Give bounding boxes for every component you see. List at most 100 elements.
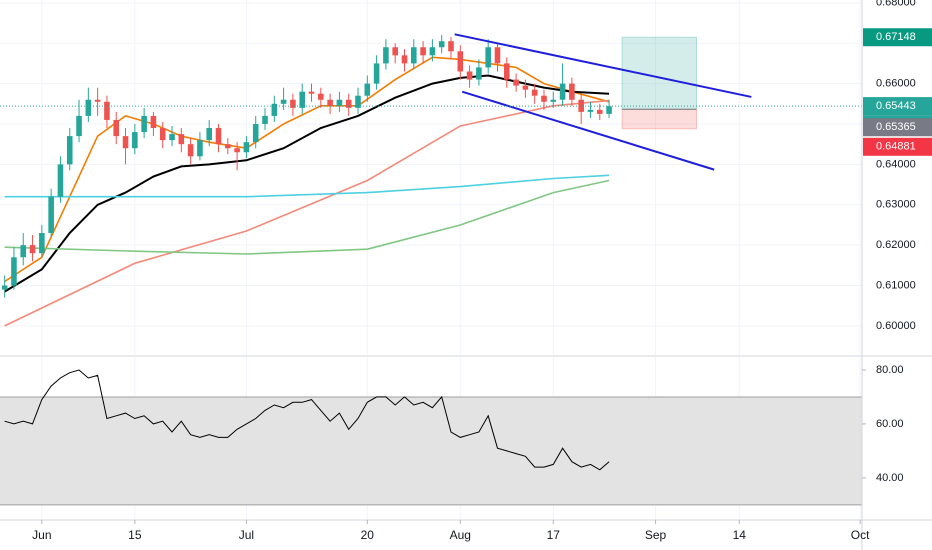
moving-average — [4, 74, 610, 293]
candle-body — [429, 47, 436, 56]
position-loss-zone — [621, 108, 697, 130]
candle-body — [503, 63, 510, 80]
candle-body — [1, 285, 8, 290]
candle-body — [48, 196, 54, 234]
target-price-label: 0.67148 — [876, 31, 916, 43]
candle-body — [252, 123, 259, 143]
candle-body — [308, 91, 315, 94]
candle-body — [513, 79, 519, 86]
candle-body — [215, 128, 222, 145]
candle-body — [485, 47, 491, 68]
candle-body — [57, 164, 64, 197]
candle-body — [169, 134, 175, 141]
y-tick-label: 0.60000 — [876, 320, 916, 332]
candle-body — [132, 132, 138, 149]
rsi-pane — [0, 357, 862, 520]
candle-body — [299, 91, 306, 108]
candle-body — [318, 93, 324, 100]
candle-body — [392, 47, 398, 56]
candle-body — [11, 257, 17, 286]
candle-body — [345, 99, 352, 108]
candle-body — [364, 83, 371, 96]
candle-body — [336, 99, 343, 106]
moving-average — [4, 179, 610, 255]
candle-body — [476, 67, 482, 80]
channel-line — [454, 33, 752, 98]
candle-body — [541, 95, 547, 102]
rsi-line — [4, 369, 610, 471]
candle-body — [150, 115, 157, 129]
candle-body — [66, 136, 73, 165]
candle-body — [466, 71, 473, 80]
price-pane — [0, 0, 862, 355]
y-tick-label: 60.00 — [876, 418, 904, 430]
candle-body — [578, 99, 584, 112]
candle-body — [587, 109, 594, 112]
candle-body — [225, 144, 231, 149]
candle-body — [197, 140, 203, 157]
candle-body — [290, 99, 296, 108]
candle-body — [29, 245, 36, 254]
candle-body — [122, 136, 129, 149]
last-price-label: 0.65443 — [876, 100, 916, 112]
x-tick-label: Jun — [32, 528, 51, 542]
candle-body — [401, 55, 408, 64]
moving-average — [4, 56, 610, 283]
candle-body — [271, 103, 278, 116]
moving-average — [4, 174, 610, 198]
x-tick-label: 15 — [128, 528, 142, 542]
candle-body — [550, 99, 557, 102]
candle-body — [178, 134, 185, 145]
candle-body — [327, 99, 333, 106]
position-profit-zone — [621, 36, 697, 110]
y-tick-label: 0.68000 — [876, 0, 916, 9]
candle-body — [569, 83, 575, 100]
candle-body — [494, 47, 501, 64]
y-tick-label: 0.64000 — [876, 158, 916, 170]
candle-body — [104, 101, 110, 120]
stop-price-label: 0.64881 — [876, 141, 916, 153]
x-tick-label: 20 — [361, 528, 375, 542]
x-tick-label: Jul — [239, 528, 254, 542]
candle-body — [531, 89, 538, 96]
candle-body — [20, 245, 27, 258]
entry-price-label: 0.65365 — [876, 121, 916, 133]
x-tick-label: 14 — [733, 528, 747, 542]
rsi-band — [0, 396, 862, 505]
candle-body — [559, 83, 566, 100]
x-tick-label: Oct — [851, 528, 870, 542]
entry-price-label-bg — [863, 118, 932, 137]
candle-body — [141, 115, 147, 133]
target-price-label-bg — [863, 28, 932, 47]
moving-average — [4, 99, 610, 327]
candle-body — [355, 95, 361, 108]
y-tick-label: 40.00 — [876, 472, 904, 484]
candle-body — [373, 63, 380, 84]
candle-body — [438, 41, 445, 48]
candle-body — [159, 128, 166, 141]
x-tick-label: 17 — [547, 528, 561, 542]
last-price-label-bg — [863, 97, 932, 116]
y-tick-label: 0.62000 — [876, 239, 916, 251]
candle-body — [383, 47, 389, 64]
candle-body — [596, 109, 603, 114]
candle-body — [94, 99, 101, 102]
x-tick-label: Aug — [450, 528, 471, 542]
y-tick-label: 0.61000 — [876, 279, 916, 291]
candle-body — [39, 233, 45, 254]
candle-body — [280, 99, 287, 104]
y-tick-label: 0.63000 — [876, 199, 916, 211]
x-tick-label: Sep — [645, 528, 667, 542]
candle-body — [606, 106, 612, 114]
candle-body — [262, 115, 268, 124]
candle-body — [457, 51, 464, 72]
candle-body — [234, 148, 240, 153]
candle-body — [76, 115, 82, 137]
candle-body — [448, 41, 454, 52]
candle-body — [206, 128, 213, 141]
stop-price-label-bg — [863, 137, 932, 156]
candle-body — [522, 85, 529, 90]
